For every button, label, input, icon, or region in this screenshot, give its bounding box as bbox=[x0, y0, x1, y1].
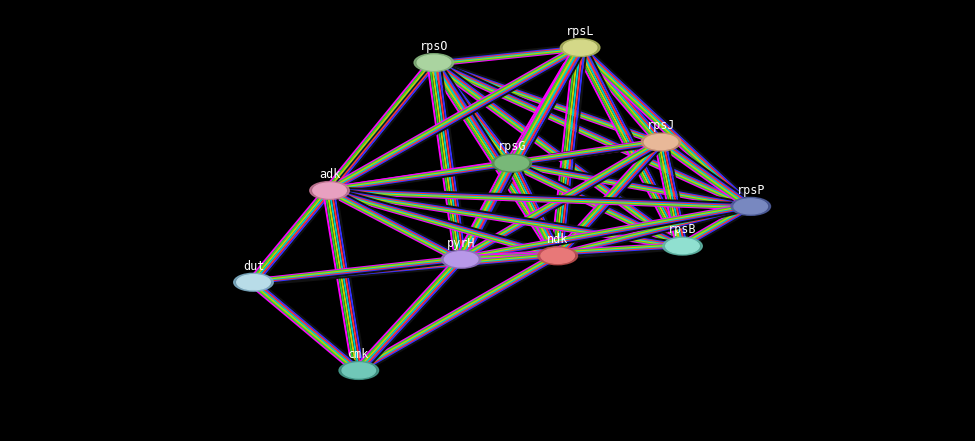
Circle shape bbox=[644, 135, 678, 149]
Circle shape bbox=[672, 241, 693, 251]
Circle shape bbox=[445, 252, 478, 267]
Circle shape bbox=[423, 58, 445, 67]
Circle shape bbox=[650, 137, 672, 147]
Circle shape bbox=[310, 182, 349, 199]
Circle shape bbox=[339, 362, 378, 379]
Text: rpsG: rpsG bbox=[497, 141, 526, 153]
Circle shape bbox=[731, 198, 770, 215]
Text: dut: dut bbox=[243, 260, 264, 273]
Text: rpsB: rpsB bbox=[668, 224, 697, 236]
Circle shape bbox=[501, 158, 523, 168]
Circle shape bbox=[541, 248, 574, 263]
Circle shape bbox=[237, 275, 270, 290]
Circle shape bbox=[561, 39, 600, 56]
Text: pyrH: pyrH bbox=[447, 237, 476, 250]
Circle shape bbox=[495, 156, 528, 171]
Circle shape bbox=[319, 186, 340, 195]
Circle shape bbox=[569, 43, 591, 52]
Circle shape bbox=[450, 254, 472, 264]
Text: rpsL: rpsL bbox=[566, 25, 595, 38]
Circle shape bbox=[740, 202, 761, 211]
Circle shape bbox=[313, 183, 346, 198]
Text: rpsJ: rpsJ bbox=[646, 120, 676, 132]
Circle shape bbox=[342, 363, 375, 378]
Text: adk: adk bbox=[319, 168, 340, 181]
Circle shape bbox=[243, 277, 264, 287]
Circle shape bbox=[348, 366, 370, 375]
Circle shape bbox=[417, 55, 450, 70]
Circle shape bbox=[564, 40, 597, 55]
Circle shape bbox=[663, 237, 702, 255]
Circle shape bbox=[666, 239, 699, 254]
Circle shape bbox=[538, 247, 577, 265]
Circle shape bbox=[734, 199, 767, 214]
Text: ndk: ndk bbox=[547, 233, 568, 246]
Circle shape bbox=[492, 154, 531, 172]
Circle shape bbox=[442, 250, 481, 268]
Text: rpsP: rpsP bbox=[736, 184, 765, 197]
Circle shape bbox=[414, 54, 453, 71]
Circle shape bbox=[547, 251, 568, 261]
Text: cmk: cmk bbox=[348, 348, 370, 361]
Circle shape bbox=[642, 133, 681, 151]
Text: rpsO: rpsO bbox=[419, 40, 448, 53]
Circle shape bbox=[234, 273, 273, 291]
